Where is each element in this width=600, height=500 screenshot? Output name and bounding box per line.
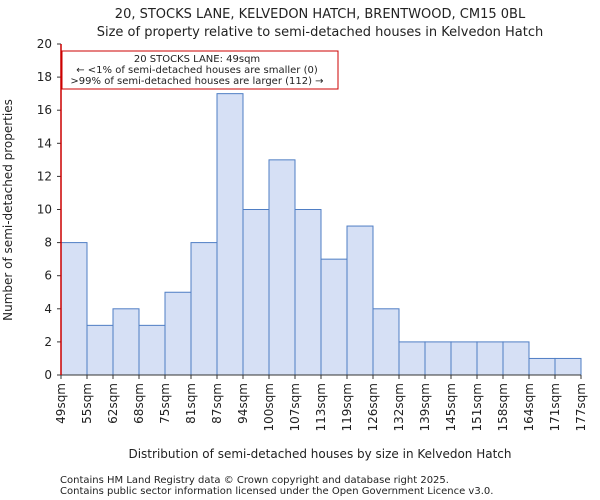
bar-113sqm xyxy=(320,258,348,376)
x-tick-label: 113sqm xyxy=(314,383,328,431)
y-tick-label: 20 xyxy=(37,37,52,51)
x-tick-label: 177sqm xyxy=(574,383,588,431)
y-tick-label: 2 xyxy=(44,335,52,349)
y-tick-label: 10 xyxy=(37,203,52,217)
x-axis-label: Distribution of semi-detached houses by … xyxy=(128,447,511,461)
y-tick-label: 6 xyxy=(44,269,52,283)
bar-164sqm xyxy=(528,357,556,376)
bar-55sqm xyxy=(86,324,114,376)
x-tick-label: 81sqm xyxy=(184,383,198,424)
bar-75sqm xyxy=(164,291,192,376)
bars-group xyxy=(60,93,582,376)
x-tick-label: 62sqm xyxy=(106,383,120,424)
y-tick-label: 4 xyxy=(44,302,52,316)
x-tick-label: 87sqm xyxy=(210,383,224,424)
x-tick-label: 164sqm xyxy=(522,383,536,431)
y-tick-label: 0 xyxy=(44,368,52,382)
y-axis-label: Number of semi-detached properties xyxy=(1,99,15,321)
x-tick-label: 68sqm xyxy=(132,383,146,424)
chart-subtitle: Size of property relative to semi-detach… xyxy=(97,25,544,40)
bar-126sqm xyxy=(372,308,400,376)
bar-68sqm xyxy=(138,324,166,376)
x-tick-label: 139sqm xyxy=(418,383,432,431)
x-tick-label: 119sqm xyxy=(340,383,354,431)
chart-title: 20, STOCKS LANE, KELVEDON HATCH, BRENTWO… xyxy=(115,7,526,22)
bar-62sqm xyxy=(112,308,140,376)
x-tick-label: 100sqm xyxy=(262,383,276,431)
y-tick-label: 18 xyxy=(37,70,52,84)
x-tick-label: 158sqm xyxy=(496,383,510,431)
bar-145sqm xyxy=(450,341,478,376)
x-tick-label: 126sqm xyxy=(366,383,380,431)
x-tick-label: 145sqm xyxy=(444,383,458,431)
x-tick-label: 75sqm xyxy=(158,383,172,424)
bar-87sqm xyxy=(216,93,244,376)
y-tick-label: 16 xyxy=(37,103,52,117)
bar-151sqm xyxy=(476,341,504,376)
bar-158sqm xyxy=(502,341,530,376)
footer-copyright: Contains HM Land Registry data © Crown c… xyxy=(60,475,449,486)
footer-licence: Contains public sector information licen… xyxy=(60,486,493,497)
bar-132sqm xyxy=(398,341,426,376)
annotation-line-2: ← <1% of semi-detached houses are smalle… xyxy=(76,65,318,76)
x-tick-label: 107sqm xyxy=(288,383,302,431)
x-tick-label: 55sqm xyxy=(80,383,94,424)
annotation-line-1: 20 STOCKS LANE: 49sqm xyxy=(134,54,260,65)
x-tick-label: 94sqm xyxy=(236,383,250,424)
bar-94sqm xyxy=(242,209,270,376)
x-tick-label: 151sqm xyxy=(470,383,484,431)
annotation-line-3: >99% of semi-detached houses are larger … xyxy=(70,76,323,87)
bar-139sqm xyxy=(424,341,452,376)
bar-100sqm xyxy=(268,159,296,376)
bar-81sqm xyxy=(190,242,218,376)
y-tick-label: 14 xyxy=(37,136,52,150)
bar-119sqm xyxy=(346,225,374,376)
bar-171sqm xyxy=(554,357,582,376)
bar-107sqm xyxy=(294,209,322,376)
annotation-box: 20 STOCKS LANE: 49sqm ← <1% of semi-deta… xyxy=(61,50,339,90)
x-tick-label: 132sqm xyxy=(392,383,406,431)
y-axis-ticks: 0 2 4 6 8 10 12 14 16 18 20 xyxy=(37,37,61,382)
x-axis-ticks: 49sqm 55sqm 62sqm 68sqm 75sqm 81sqm 87sqm 94sqm… xyxy=(54,375,588,431)
y-tick-label: 8 xyxy=(44,236,52,250)
y-tick-label: 12 xyxy=(37,169,52,183)
x-tick-label: 171sqm xyxy=(548,383,562,431)
bar-49sqm xyxy=(60,242,88,376)
x-tick-label: 49sqm xyxy=(54,383,68,424)
